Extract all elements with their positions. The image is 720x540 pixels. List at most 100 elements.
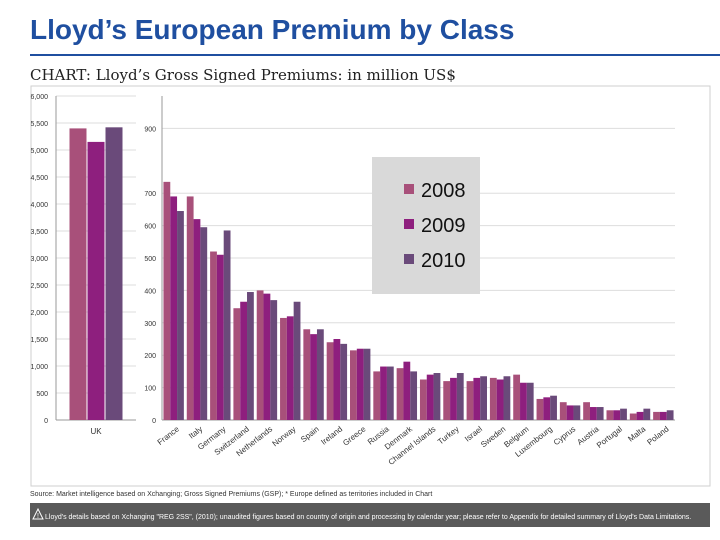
bar-denmark-2010 [410, 371, 418, 420]
bar-turkey-2010 [456, 373, 464, 420]
europe-y-tick-label: 100 [144, 386, 156, 393]
bar-sweden-2009 [496, 379, 504, 420]
title-underline [30, 54, 720, 56]
europe-y-tick-label: 0 [152, 418, 156, 425]
bar-spain-2008 [303, 329, 311, 420]
chart-subtitle: CHART: Lloyd’s Gross Signed Premiums: in… [30, 66, 456, 84]
europe-category-label: Italy [187, 424, 204, 440]
uk-y-tick-label: 4,500 [30, 175, 48, 182]
bar-israel-2009 [473, 377, 481, 420]
legend-box [372, 157, 480, 294]
bar-malta-2008 [629, 413, 637, 420]
bar-portugal-2010 [620, 408, 627, 420]
europe-category-label: Malta [626, 424, 647, 443]
europe-category-label: Sweden [479, 424, 507, 449]
europe-category-label: Poland [645, 424, 670, 446]
bar-luxembourg-2009 [543, 397, 551, 420]
bar-cyprus-2009 [566, 405, 574, 420]
bar-channel-islands-2009 [426, 374, 434, 420]
europe-category-label: Greece [341, 424, 368, 448]
bar-denmark-2009 [403, 361, 411, 420]
europe-y-tick-label: 400 [144, 288, 156, 295]
disclaimer-box [30, 503, 710, 527]
bar-denmark-2008 [396, 368, 404, 420]
bar-italy-2008 [186, 196, 194, 420]
bar-russia-2008 [373, 371, 381, 420]
bar-belgium-2010 [526, 382, 534, 420]
bar-spain-2010 [316, 329, 324, 420]
bar-uk-2010 [105, 127, 123, 420]
bar-sweden-2008 [489, 377, 497, 420]
uk-y-tick-label: 6,000 [30, 94, 48, 101]
warning-icon: ! [32, 508, 44, 520]
bar-austria-2010 [596, 407, 604, 420]
bar-netherlands-2010 [270, 300, 278, 420]
bar-austria-2008 [583, 402, 590, 420]
europe-category-label: Cyprus [552, 424, 578, 447]
premium-chart: 0 500 1,000 1,500 2,000 2,500 3,000 3,500 4,000 4… [30, 85, 711, 487]
bar-cyprus-2008 [559, 402, 567, 420]
europe-category-label: France [156, 424, 182, 447]
legend: 2008 2009 2010 [372, 157, 480, 294]
page-title: Lloyd’s European Premium by Class [30, 14, 515, 45]
bar-belgium-2008 [513, 374, 521, 420]
legend-swatch-2009 [404, 219, 414, 229]
bar-ireland-2010 [340, 343, 348, 420]
uk-y-tick-label: 1,000 [30, 364, 48, 371]
bar-sweden-2010 [503, 376, 511, 420]
bar-poland-2008 [653, 411, 660, 420]
bar-france-2009 [170, 196, 178, 420]
bar-greece-2010 [363, 348, 371, 420]
bar-israel-2010 [480, 376, 487, 420]
bar-switzerland-2008 [233, 308, 241, 420]
bar-uk-2008 [69, 128, 87, 420]
legend-label-2010: 2010 [421, 250, 466, 272]
bar-luxembourg-2008 [536, 398, 544, 420]
disclaimer-text: Lloyd's details based on Xchanging "REG … [45, 514, 692, 521]
uk-chart: 0 500 1,000 1,500 2,000 2,500 3,000 3,500 4,000 4… [30, 94, 136, 436]
bar-ireland-2009 [333, 339, 341, 420]
uk-y-tick-label: 4,000 [30, 202, 48, 209]
uk-y-tick-label: 2,000 [30, 310, 48, 317]
bar-russia-2010 [386, 366, 394, 420]
bar-turkey-2009 [450, 377, 457, 420]
legend-label-2009: 2009 [421, 215, 466, 237]
bar-poland-2009 [659, 411, 667, 420]
europe-y-tick-label: 300 [144, 321, 156, 328]
bar-italy-2010 [200, 227, 208, 420]
bar-luxembourg-2010 [550, 395, 557, 420]
uk-y-tick-label: 0 [44, 418, 48, 425]
bar-belgium-2009 [520, 382, 527, 420]
svg-text:!: ! [37, 513, 39, 520]
uk-y-tick-label: 1,500 [30, 337, 48, 344]
legend-swatch-2010 [404, 254, 414, 264]
legend-label-2008: 2008 [421, 180, 466, 202]
bar-spain-2009 [310, 334, 317, 420]
bar-malta-2009 [636, 411, 644, 420]
legend-swatch-2008 [404, 184, 414, 194]
uk-category-label: UK [90, 427, 102, 436]
europe-category-label: Turkey [436, 424, 461, 446]
bar-portugal-2009 [613, 410, 621, 420]
chart-frame [30, 85, 711, 487]
bar-switzerland-2009 [240, 301, 248, 420]
bar-norway-2010 [293, 301, 301, 420]
bar-germany-2010 [223, 230, 231, 420]
bar-israel-2008 [466, 381, 474, 420]
uk-y-tick-label: 3,500 [30, 229, 48, 236]
bar-portugal-2008 [606, 410, 614, 420]
europe-y-tick-label: 600 [144, 224, 156, 231]
bar-cyprus-2010 [573, 405, 581, 420]
bar-norway-2008 [280, 317, 287, 420]
bar-ireland-2008 [326, 342, 334, 420]
europe-y-tick-label: 900 [144, 126, 156, 133]
europe-category-label: Norway [271, 424, 298, 448]
bar-netherlands-2008 [256, 290, 264, 420]
bar-germany-2008 [210, 251, 217, 420]
bar-greece-2009 [356, 348, 364, 420]
bar-greece-2008 [350, 350, 357, 420]
uk-y-tick-label: 5,000 [30, 148, 48, 155]
bar-channel-islands-2008 [419, 379, 427, 420]
bar-france-2010 [177, 211, 184, 420]
europe-y-tick-label: 200 [144, 353, 156, 360]
